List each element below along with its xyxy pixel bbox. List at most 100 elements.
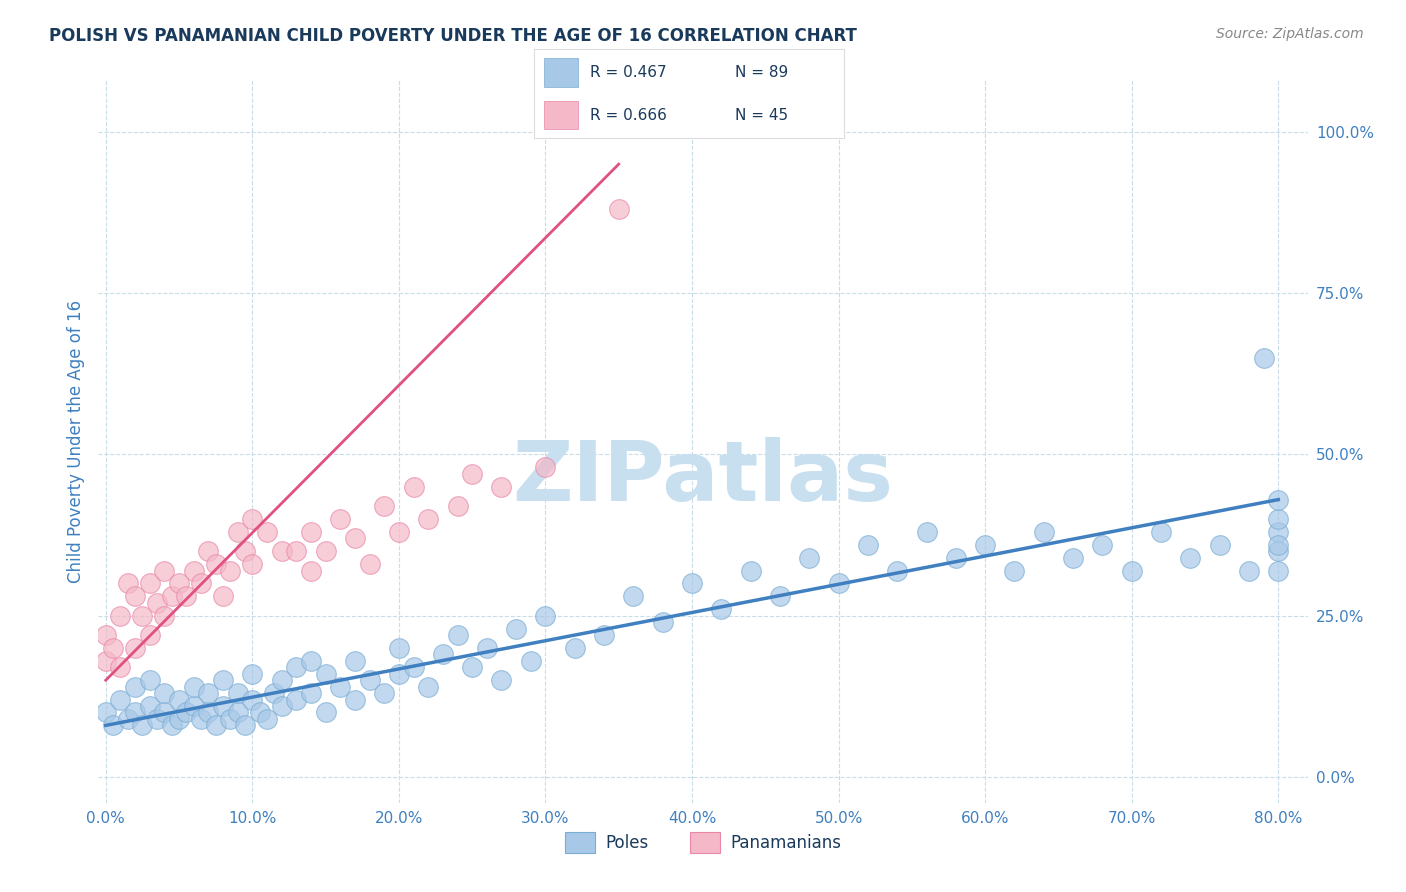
- Point: [593, 628, 616, 642]
- Point: [827, 576, 849, 591]
- Point: [1267, 564, 1289, 578]
- Point: [564, 640, 586, 655]
- Point: [124, 706, 146, 720]
- Point: [461, 660, 484, 674]
- Point: [740, 564, 762, 578]
- Point: [124, 640, 146, 655]
- Point: [249, 706, 271, 720]
- Point: [138, 576, 160, 591]
- Point: [226, 686, 249, 700]
- Point: [110, 692, 132, 706]
- Legend: Poles, Panamanians: Poles, Panamanians: [558, 826, 848, 860]
- Point: [138, 673, 160, 688]
- Point: [388, 666, 411, 681]
- Point: [329, 512, 352, 526]
- Point: [343, 531, 366, 545]
- Point: [131, 718, 153, 732]
- Point: [681, 576, 703, 591]
- Point: [446, 499, 468, 513]
- Point: [446, 628, 468, 642]
- Point: [299, 524, 322, 539]
- Point: [160, 718, 183, 732]
- Point: [226, 524, 249, 539]
- Point: [505, 622, 527, 636]
- Point: [94, 654, 117, 668]
- Point: [315, 706, 337, 720]
- Point: [1062, 550, 1084, 565]
- Bar: [544, 101, 578, 129]
- Point: [240, 692, 263, 706]
- Point: [94, 706, 117, 720]
- Point: [167, 576, 190, 591]
- Text: Source: ZipAtlas.com: Source: ZipAtlas.com: [1216, 27, 1364, 41]
- Point: [285, 544, 308, 558]
- Point: [856, 538, 879, 552]
- Point: [402, 480, 425, 494]
- Bar: [544, 58, 578, 87]
- Point: [219, 712, 242, 726]
- Point: [176, 590, 198, 604]
- Point: [183, 564, 205, 578]
- Text: POLISH VS PANAMANIAN CHILD POVERTY UNDER THE AGE OF 16 CORRELATION CHART: POLISH VS PANAMANIAN CHILD POVERTY UNDER…: [49, 27, 858, 45]
- Point: [1180, 550, 1202, 565]
- Point: [117, 576, 139, 591]
- Point: [1091, 538, 1114, 552]
- Point: [212, 699, 235, 714]
- Point: [534, 460, 557, 475]
- Point: [204, 557, 226, 571]
- Point: [153, 686, 176, 700]
- Point: [270, 699, 292, 714]
- Point: [491, 480, 513, 494]
- Point: [256, 524, 278, 539]
- Point: [124, 680, 146, 694]
- Point: [270, 544, 292, 558]
- Point: [799, 550, 821, 565]
- Y-axis label: Child Poverty Under the Age of 16: Child Poverty Under the Age of 16: [66, 300, 84, 583]
- Point: [315, 666, 337, 681]
- Point: [299, 564, 322, 578]
- Point: [138, 699, 160, 714]
- Point: [388, 524, 411, 539]
- Point: [146, 596, 169, 610]
- Point: [167, 712, 190, 726]
- Point: [94, 628, 117, 642]
- Point: [1267, 524, 1289, 539]
- Point: [153, 564, 176, 578]
- Point: [299, 686, 322, 700]
- Point: [1237, 564, 1260, 578]
- Point: [110, 660, 132, 674]
- Point: [475, 640, 498, 655]
- Point: [373, 686, 395, 700]
- Point: [915, 524, 938, 539]
- Point: [1004, 564, 1026, 578]
- Point: [1267, 512, 1289, 526]
- Point: [359, 557, 381, 571]
- Point: [388, 640, 411, 655]
- Point: [886, 564, 908, 578]
- Point: [233, 718, 256, 732]
- Point: [190, 576, 212, 591]
- Point: [1253, 351, 1275, 365]
- Point: [101, 718, 124, 732]
- Point: [240, 512, 263, 526]
- Point: [418, 512, 440, 526]
- Point: [974, 538, 997, 552]
- Point: [1150, 524, 1173, 539]
- Point: [373, 499, 395, 513]
- Point: [710, 602, 733, 616]
- Point: [212, 590, 235, 604]
- Point: [240, 666, 263, 681]
- Point: [329, 680, 352, 694]
- Point: [176, 706, 198, 720]
- Point: [212, 673, 235, 688]
- Text: N = 45: N = 45: [735, 108, 789, 122]
- Point: [315, 544, 337, 558]
- Point: [131, 608, 153, 623]
- Point: [534, 608, 557, 623]
- Point: [240, 557, 263, 571]
- Point: [160, 590, 183, 604]
- Text: ZIPatlas: ZIPatlas: [513, 437, 893, 518]
- Text: N = 89: N = 89: [735, 65, 789, 79]
- Point: [285, 660, 308, 674]
- Point: [110, 608, 132, 623]
